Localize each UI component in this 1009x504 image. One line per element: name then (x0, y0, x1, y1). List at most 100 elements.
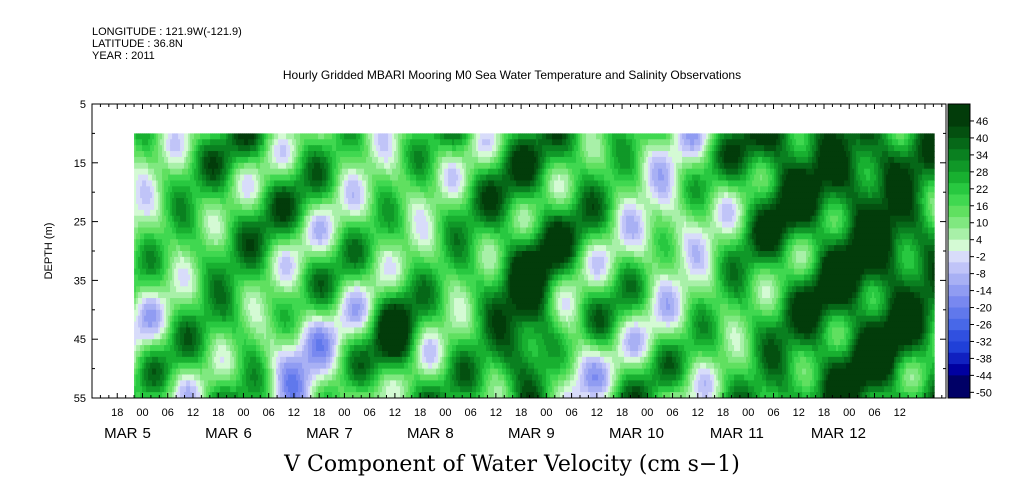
heatmap-cell (150, 180, 153, 187)
heatmap-cell (174, 298, 177, 305)
heatmap-cell (142, 233, 145, 240)
heatmap-cell (172, 192, 175, 199)
heatmap-cell (144, 233, 147, 240)
heatmap-cell (164, 156, 167, 164)
heatmap-cell (172, 221, 175, 229)
heatmap-cell (148, 168, 151, 176)
heatmap-cell (150, 192, 153, 199)
heatmap-cell (174, 392, 177, 398)
heatmap-cell (136, 168, 139, 176)
heatmap-cell (140, 339, 143, 346)
heatmap-cell (152, 251, 155, 258)
heatmap-cell (146, 280, 149, 287)
heatmap-cell (154, 209, 157, 217)
heatmap-cell (140, 362, 143, 370)
heatmap-cell (166, 192, 169, 199)
heatmap-cell (164, 286, 167, 293)
heatmap-cell (138, 180, 141, 187)
heatmap-cell (136, 139, 139, 146)
heatmap-cell (146, 262, 149, 270)
heatmap-cell (178, 192, 181, 199)
heatmap-cell (172, 292, 175, 299)
heatmap-cell (146, 174, 149, 182)
heatmap-cell (156, 356, 159, 364)
heatmap-cell (162, 133, 165, 140)
heatmap-cell (142, 262, 145, 270)
heatmap-cell (142, 168, 145, 176)
heatmap-cell (148, 151, 151, 158)
heatmap-cell (136, 350, 139, 358)
heatmap-cell (172, 239, 175, 246)
heatmap-cell (164, 245, 167, 252)
heatmap-cell (152, 192, 155, 199)
heatmap-cell (154, 309, 157, 317)
chart-title: Hourly Gridded MBARI Mooring M0 Sea Wate… (282, 68, 742, 82)
heatmap-cell (156, 327, 159, 334)
heatmap-cell (140, 303, 143, 311)
heatmap-cell (166, 368, 169, 376)
heatmap-cell (154, 339, 157, 346)
heatmap-cell (158, 133, 161, 140)
heatmap-cell (156, 151, 159, 158)
heatmap-cell (160, 392, 163, 398)
heatmap-cell (166, 145, 169, 152)
heatmap-cell (140, 268, 143, 276)
heatmap-cell (176, 209, 179, 217)
heatmap-cell (142, 174, 145, 182)
heatmap-cell (140, 192, 143, 199)
heatmap-cell (174, 327, 177, 334)
heatmap-cell (134, 227, 137, 234)
heatmap-cell (166, 374, 169, 381)
heatmap-cell (164, 221, 167, 229)
heatmap-cell (138, 309, 141, 317)
heatmap-cell (162, 192, 165, 199)
heatmap-cell (140, 345, 143, 352)
heatmap-cell (174, 315, 177, 323)
heatmap-cell (170, 203, 173, 211)
heatmap-cell (152, 198, 155, 205)
heatmap-cell (170, 256, 173, 264)
heatmap-cell (156, 292, 159, 299)
heatmap-cell (134, 374, 137, 381)
heatmap-cell (150, 215, 153, 223)
heatmap-cell (168, 174, 171, 182)
heatmap-cell (174, 133, 177, 140)
heatmap-cell (168, 298, 171, 305)
heatmap-cell (172, 262, 175, 270)
heatmap-cell (152, 356, 155, 364)
heatmap-cell (148, 380, 151, 387)
heatmap-cell (152, 133, 155, 140)
heatmap-cell (162, 174, 165, 182)
heatmap-cell (136, 280, 139, 287)
heatmap-cell (170, 168, 173, 176)
heatmap-cell (170, 251, 173, 258)
heatmap-cell (148, 345, 151, 352)
heatmap-cell (164, 268, 167, 276)
heatmap-cell (148, 139, 151, 146)
heatmap-cell (176, 215, 179, 223)
heatmap-cell (138, 156, 141, 164)
heatmap-cell (162, 251, 165, 258)
heatmap-cell (168, 251, 171, 258)
heatmap-cell (148, 156, 151, 164)
heatmap-cell (152, 327, 155, 334)
heatmap-cell (172, 280, 175, 287)
heatmap-cell (168, 209, 171, 217)
heatmap-cell (176, 309, 179, 317)
heatmap-cell (134, 186, 137, 193)
heatmap-cell (172, 227, 175, 234)
heatmap-cell (178, 268, 181, 276)
heatmap-cell (158, 386, 161, 393)
heatmap-cell (138, 392, 141, 398)
heatmap-cell (160, 198, 163, 205)
heatmap-cell (158, 356, 161, 364)
heatmap-cell (136, 286, 139, 293)
heatmap-cell (138, 386, 141, 393)
heatmap-cell (154, 315, 157, 323)
heatmap-cell (146, 233, 149, 240)
heatmap-cell (174, 180, 177, 187)
heatmap-cell (146, 315, 149, 323)
heatmap-cell (144, 168, 147, 176)
heatmap-cell (176, 192, 179, 199)
heatmap-cell (142, 251, 145, 258)
